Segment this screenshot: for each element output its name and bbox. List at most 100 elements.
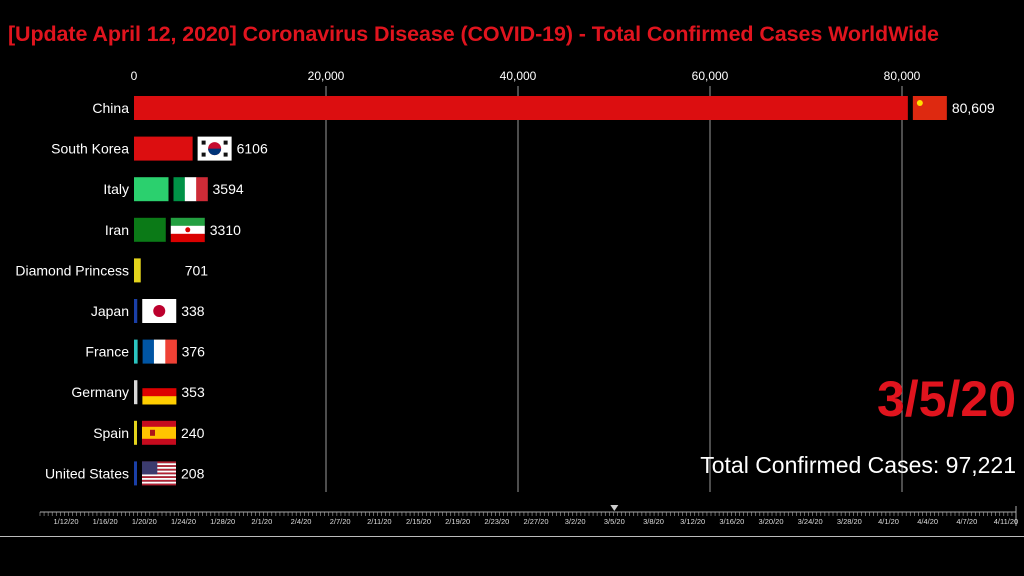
flag-part <box>184 177 197 202</box>
timeline-label: 3/16/20 <box>719 517 744 526</box>
flag-part <box>142 474 176 477</box>
timeline-label: 2/27/20 <box>523 517 548 526</box>
timeline-label: 3/5/20 <box>604 517 625 526</box>
flag-part <box>142 481 176 484</box>
flag-part <box>142 463 176 466</box>
timeline-position-marker <box>610 505 619 511</box>
flag-part <box>142 470 176 473</box>
flag-part <box>142 461 176 464</box>
flag-part <box>165 339 177 364</box>
spain-flag <box>142 420 176 445</box>
timeline-label: 2/19/20 <box>445 517 470 526</box>
timeline-label: 1/28/20 <box>210 517 235 526</box>
timeline-label: 4/11/20 <box>994 517 1018 526</box>
flag-part <box>142 461 158 475</box>
flag-emblem <box>185 227 191 233</box>
value-label: 6106 <box>237 141 268 157</box>
flag-part <box>142 472 176 475</box>
flag-part <box>142 380 177 389</box>
flag-star <box>916 100 923 106</box>
china-flag <box>912 96 947 120</box>
timeline-label: 3/2/20 <box>565 517 586 526</box>
current-date-label: 3/5/20 <box>876 371 1016 427</box>
timeline-label: 1/16/20 <box>93 517 118 526</box>
bar-china <box>134 96 908 120</box>
flag-part <box>142 396 177 405</box>
value-label: 338 <box>181 303 205 319</box>
flag-part <box>153 305 166 317</box>
south-korea-flag <box>197 136 232 161</box>
flag-part <box>912 96 947 120</box>
value-label: 376 <box>182 344 206 360</box>
timeline-label: 3/8/20 <box>643 517 664 526</box>
timeline-label: 3/12/20 <box>680 517 705 526</box>
timeline-label: 1/20/20 <box>132 517 157 526</box>
category-label: United States <box>45 465 129 481</box>
flag-part <box>142 388 177 397</box>
flag-part <box>196 177 208 202</box>
flag-part <box>142 466 176 469</box>
total-cases-label: Total Confirmed Cases: 97,221 <box>700 452 1016 478</box>
timeline-label: 4/7/20 <box>956 517 977 526</box>
category-label: France <box>85 344 129 360</box>
value-label: 3310 <box>210 222 241 238</box>
japan-flag <box>142 299 177 323</box>
category-label: Diamond Princess <box>15 262 129 278</box>
flag-part <box>170 233 205 243</box>
value-label: 208 <box>181 465 205 481</box>
flag-part <box>173 177 186 202</box>
category-label: Italy <box>103 181 129 197</box>
category-label: Germany <box>71 384 129 400</box>
x-tick-label: 80,000 <box>884 69 921 83</box>
value-label: 3594 <box>213 181 244 197</box>
flag-part <box>142 426 176 439</box>
flag-part <box>142 476 176 479</box>
value-label: 240 <box>181 425 205 441</box>
category-label: Spain <box>93 425 129 441</box>
timeline-label: 2/11/20 <box>367 517 391 526</box>
timeline-label: 2/7/20 <box>330 517 351 526</box>
flag-part <box>142 483 176 486</box>
value-label: 353 <box>181 384 205 400</box>
timeline-label: 4/4/20 <box>917 517 938 526</box>
category-label: Iran <box>105 222 129 238</box>
flag-part <box>142 479 176 482</box>
bar-spain <box>134 420 137 445</box>
flag-part <box>153 339 166 364</box>
bar-france <box>134 339 138 364</box>
timeline-label: 2/15/20 <box>406 517 431 526</box>
x-tick-label: 40,000 <box>500 69 537 83</box>
category-label: Japan <box>91 303 129 319</box>
timeline-label: 3/20/20 <box>758 517 783 526</box>
timeline-label: 2/4/20 <box>291 517 312 526</box>
bar-diamond-princess <box>134 258 141 283</box>
flag-part <box>201 152 206 157</box>
timeline-label: 2/23/20 <box>484 517 509 526</box>
timeline-label: 2/1/20 <box>251 517 272 526</box>
flag-part <box>208 148 222 156</box>
flag-part <box>142 478 176 480</box>
value-label: 701 <box>185 262 209 278</box>
united-states-flag <box>142 461 176 486</box>
timeline-label: 1/12/20 <box>53 517 78 526</box>
iran-flag <box>170 217 205 243</box>
bar-germany <box>134 380 138 405</box>
bar-south-korea <box>134 136 193 161</box>
flag-part <box>223 140 228 145</box>
bar-japan <box>134 299 138 323</box>
timeline-label: 3/24/20 <box>798 517 823 526</box>
flag-part <box>142 465 176 467</box>
chart-title: [Update April 12, 2020] Coronavirus Dise… <box>8 22 939 46</box>
category-label: China <box>92 100 129 116</box>
value-label: 80,609 <box>952 100 995 116</box>
x-tick-label: 0 <box>131 69 138 83</box>
bar-united-states <box>134 461 137 486</box>
germany-flag <box>142 380 177 405</box>
category-label: South Korea <box>51 141 129 157</box>
bar-italy <box>134 177 169 202</box>
flag-part <box>223 152 228 157</box>
flag-part <box>150 429 155 436</box>
flag-part <box>201 140 206 145</box>
timeline-label: 3/28/20 <box>837 517 862 526</box>
